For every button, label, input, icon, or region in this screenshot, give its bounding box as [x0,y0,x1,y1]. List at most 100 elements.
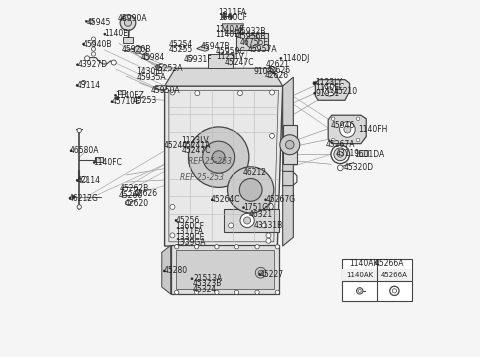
Text: 1123LV: 1123LV [216,52,243,61]
Text: 45935A: 45935A [136,73,166,82]
Bar [123,37,132,42]
Text: 45946: 45946 [331,121,355,130]
Text: 45710E: 45710E [111,97,140,106]
Polygon shape [162,245,171,294]
Polygon shape [283,125,297,164]
Text: 43131B: 43131B [253,221,283,230]
Circle shape [280,135,300,155]
Text: 91931: 91931 [315,89,339,98]
Circle shape [344,126,351,133]
Text: 45956B: 45956B [237,32,266,41]
Circle shape [83,43,84,45]
Circle shape [76,64,79,66]
Text: 45266A: 45266A [381,272,408,278]
Circle shape [215,245,219,249]
Circle shape [262,223,267,228]
Circle shape [89,19,94,24]
Text: 1123LV: 1123LV [181,136,209,145]
Circle shape [323,83,336,96]
Text: 45931F: 45931F [184,55,213,64]
Circle shape [122,17,124,20]
Bar [156,85,166,89]
Text: 1123LY: 1123LY [315,78,342,87]
Circle shape [175,220,177,222]
Text: 42620: 42620 [124,199,148,208]
Circle shape [337,165,343,171]
Text: 1311FA: 1311FA [219,8,247,17]
Text: 1751GO: 1751GO [243,203,274,212]
Text: 45241A: 45241A [181,141,211,150]
Text: 45280: 45280 [164,266,188,276]
Polygon shape [222,24,243,34]
Polygon shape [315,80,349,100]
Circle shape [191,278,193,280]
Circle shape [77,129,82,133]
Text: 45324: 45324 [193,285,217,294]
Polygon shape [237,33,268,50]
Circle shape [82,176,87,182]
Text: 45253: 45253 [132,96,157,105]
Circle shape [111,101,113,103]
Circle shape [170,233,175,238]
Circle shape [337,151,343,157]
Polygon shape [283,77,293,246]
Circle shape [163,270,165,272]
Circle shape [286,140,294,149]
Text: 42626: 42626 [133,189,157,198]
Text: 1140FC: 1140FC [94,158,122,167]
Circle shape [77,205,82,209]
Circle shape [331,138,335,142]
Circle shape [240,178,262,201]
Circle shape [189,127,249,187]
Text: 45990A: 45990A [117,14,147,23]
Circle shape [275,245,279,249]
Text: 45957A: 45957A [248,45,277,54]
Circle shape [194,290,199,295]
Text: 43119: 43119 [336,149,360,158]
Text: 1140EC: 1140EC [315,83,345,92]
Circle shape [255,267,266,278]
Circle shape [359,290,361,292]
Text: 1140FZ: 1140FZ [115,91,144,100]
Circle shape [159,63,163,67]
Circle shape [70,150,72,152]
Circle shape [390,286,399,296]
Text: 45266A: 45266A [374,258,404,268]
Circle shape [116,96,119,100]
Text: 1339CE: 1339CE [175,233,204,242]
Circle shape [144,54,150,60]
Circle shape [240,213,254,227]
Text: 45920B: 45920B [122,45,151,54]
Circle shape [266,233,271,238]
Circle shape [180,44,185,49]
Circle shape [269,90,275,95]
Circle shape [194,245,199,249]
Circle shape [313,82,316,84]
Circle shape [238,91,242,96]
Text: 43114: 43114 [76,81,100,90]
Circle shape [76,84,78,86]
Text: 45254: 45254 [169,40,193,49]
Circle shape [255,290,259,295]
Circle shape [170,90,175,95]
Text: 45945: 45945 [86,17,111,26]
Bar [119,90,125,94]
Text: REF 25-253: REF 25-253 [180,173,224,182]
Circle shape [234,245,239,249]
Circle shape [184,238,189,243]
Circle shape [246,35,259,48]
Circle shape [188,55,192,60]
Circle shape [356,117,360,121]
Circle shape [175,245,179,249]
Circle shape [258,270,263,275]
Text: 1430JB: 1430JB [136,67,163,76]
Circle shape [229,15,233,19]
Circle shape [215,290,219,295]
Circle shape [211,199,213,201]
Text: 45320D: 45320D [344,163,374,172]
Circle shape [228,223,234,228]
Text: 45984: 45984 [141,53,165,62]
Bar [342,269,412,281]
Bar [359,150,368,156]
Text: 45240: 45240 [164,141,188,150]
